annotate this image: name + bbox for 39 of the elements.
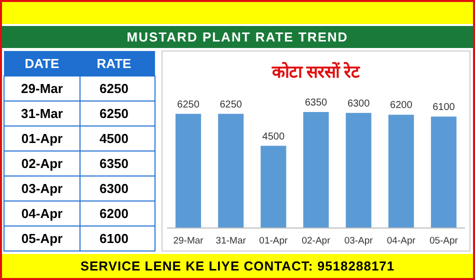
data-label: 6200 [390,100,413,112]
bar [176,114,202,228]
data-label: 4500 [262,131,285,142]
x-tick-label: 05-Apr [429,236,458,246]
data-label: 6200 [100,206,128,221]
x-tick-label: 02-Apr [302,236,330,246]
data-label: 6300 [100,181,128,196]
bar [346,112,372,228]
x-tick-label: 04-Apr [386,236,416,246]
x-tick-label: 01-Apr [259,236,288,246]
category-label: 03-Apr [21,181,63,196]
bar [388,114,414,228]
data-label: 6100 [432,102,456,114]
data-label: 6100 [100,231,128,246]
bar [303,112,329,228]
category-label: 02-Apr [21,156,63,171]
data-label: 6250 [100,81,128,96]
bar [260,146,286,228]
category-label: 04-Apr [21,206,63,221]
bar [218,114,244,228]
text: SERVICE LENE KE LIYE CONTACT: 9518288171 [80,258,395,274]
bar [430,116,456,228]
x-tick-label: 31-Mar [216,236,246,246]
data-label: 6250 [100,106,128,121]
data-label: 6250 [220,99,242,110]
data-label: 6350 [100,156,128,171]
chart-title: कोटा सरसों रेट [270,62,362,82]
data-label: 6250 [177,99,200,110]
category-label: 01-Apr [21,131,63,146]
text: MUSTARD PLANT RATE TREND [126,30,348,44]
x-tick-label: 29-Mar [173,236,204,246]
data-label: 6300 [347,98,370,110]
category-label: 29-Mar [21,81,63,96]
category-label: 31-Mar [21,106,63,121]
text: DATE [24,56,60,71]
data-label: 4500 [100,131,128,146]
data-label: 6350 [304,98,328,108]
x-tick-label: 03-Apr [344,236,373,246]
text: RATE [96,56,132,71]
